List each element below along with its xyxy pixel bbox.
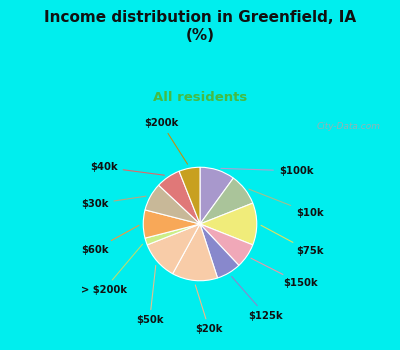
Wedge shape — [179, 167, 200, 224]
Wedge shape — [173, 224, 218, 281]
Text: $125k: $125k — [232, 276, 283, 321]
Text: All residents: All residents — [153, 91, 247, 104]
Text: $20k: $20k — [195, 285, 223, 334]
Text: $200k: $200k — [144, 118, 188, 164]
Wedge shape — [159, 171, 200, 224]
Text: $60k: $60k — [81, 225, 139, 255]
Text: $100k: $100k — [221, 166, 313, 176]
Text: $50k: $50k — [136, 266, 164, 325]
Text: $40k: $40k — [90, 162, 164, 175]
Text: $150k: $150k — [251, 258, 318, 288]
Text: $75k: $75k — [261, 225, 324, 257]
Wedge shape — [145, 185, 200, 224]
Text: $10k: $10k — [249, 189, 324, 218]
Text: $30k: $30k — [81, 196, 146, 209]
Wedge shape — [145, 224, 200, 245]
Text: City-Data.com: City-Data.com — [316, 122, 380, 131]
Wedge shape — [147, 224, 200, 274]
Wedge shape — [200, 167, 233, 224]
Wedge shape — [143, 210, 200, 238]
Wedge shape — [200, 224, 253, 265]
Text: Income distribution in Greenfield, IA
(%): Income distribution in Greenfield, IA (%… — [44, 10, 356, 43]
Wedge shape — [200, 178, 253, 224]
Text: > $200k: > $200k — [81, 244, 142, 295]
Wedge shape — [200, 224, 239, 278]
Wedge shape — [200, 203, 257, 245]
